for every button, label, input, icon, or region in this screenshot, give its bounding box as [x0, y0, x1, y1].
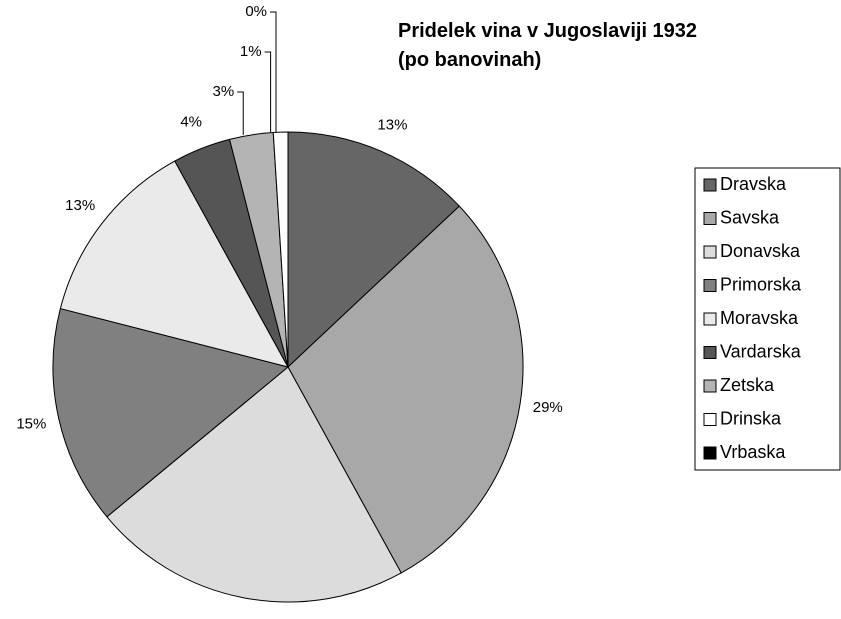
legend-swatch — [703, 413, 717, 426]
legend-label: Moravska — [720, 308, 799, 328]
legend-swatch — [703, 312, 717, 326]
leader-line — [237, 91, 244, 135]
pie-slice — [287, 205, 524, 574]
legend-swatch — [703, 346, 717, 359]
chart-title: Pridelek vina v Jugoslaviji 1932 — [398, 20, 697, 42]
legend-swatch — [703, 245, 717, 259]
legend-swatch — [703, 279, 717, 292]
data-label: 22% — [224, 616, 254, 619]
legend-label: Zetska — [720, 375, 775, 395]
data-label: 0% — [245, 3, 267, 20]
data-label: 1% — [240, 43, 262, 60]
legend-box — [694, 167, 841, 471]
legend-swatch — [703, 178, 717, 192]
legend-swatch — [703, 446, 717, 460]
legend-label: Primorska — [720, 274, 802, 294]
legend-label: Savska — [720, 207, 780, 227]
legend-label: Dravska — [720, 174, 787, 194]
pie-slice — [287, 131, 461, 369]
legend-label: Drinska — [720, 408, 782, 428]
data-label: 29% — [533, 399, 563, 416]
leader-line — [270, 11, 277, 132]
legend-label: Vardarska — [720, 341, 802, 361]
pie-slice — [52, 307, 290, 518]
chart-subtitle: (po banovinah) — [398, 49, 541, 71]
data-label: 13% — [377, 117, 407, 134]
data-label: 13% — [65, 197, 95, 214]
pie-slice — [59, 160, 289, 368]
legend-label: Vrbaska — [720, 442, 786, 462]
legend-swatch — [703, 212, 717, 225]
legend-swatch — [703, 379, 717, 393]
data-label: 15% — [16, 415, 46, 432]
legend-label: Donavska — [720, 241, 801, 261]
data-label: 3% — [213, 83, 235, 100]
pie-slice — [106, 366, 402, 603]
leader-line — [264, 51, 272, 133]
data-label: 4% — [180, 113, 202, 130]
